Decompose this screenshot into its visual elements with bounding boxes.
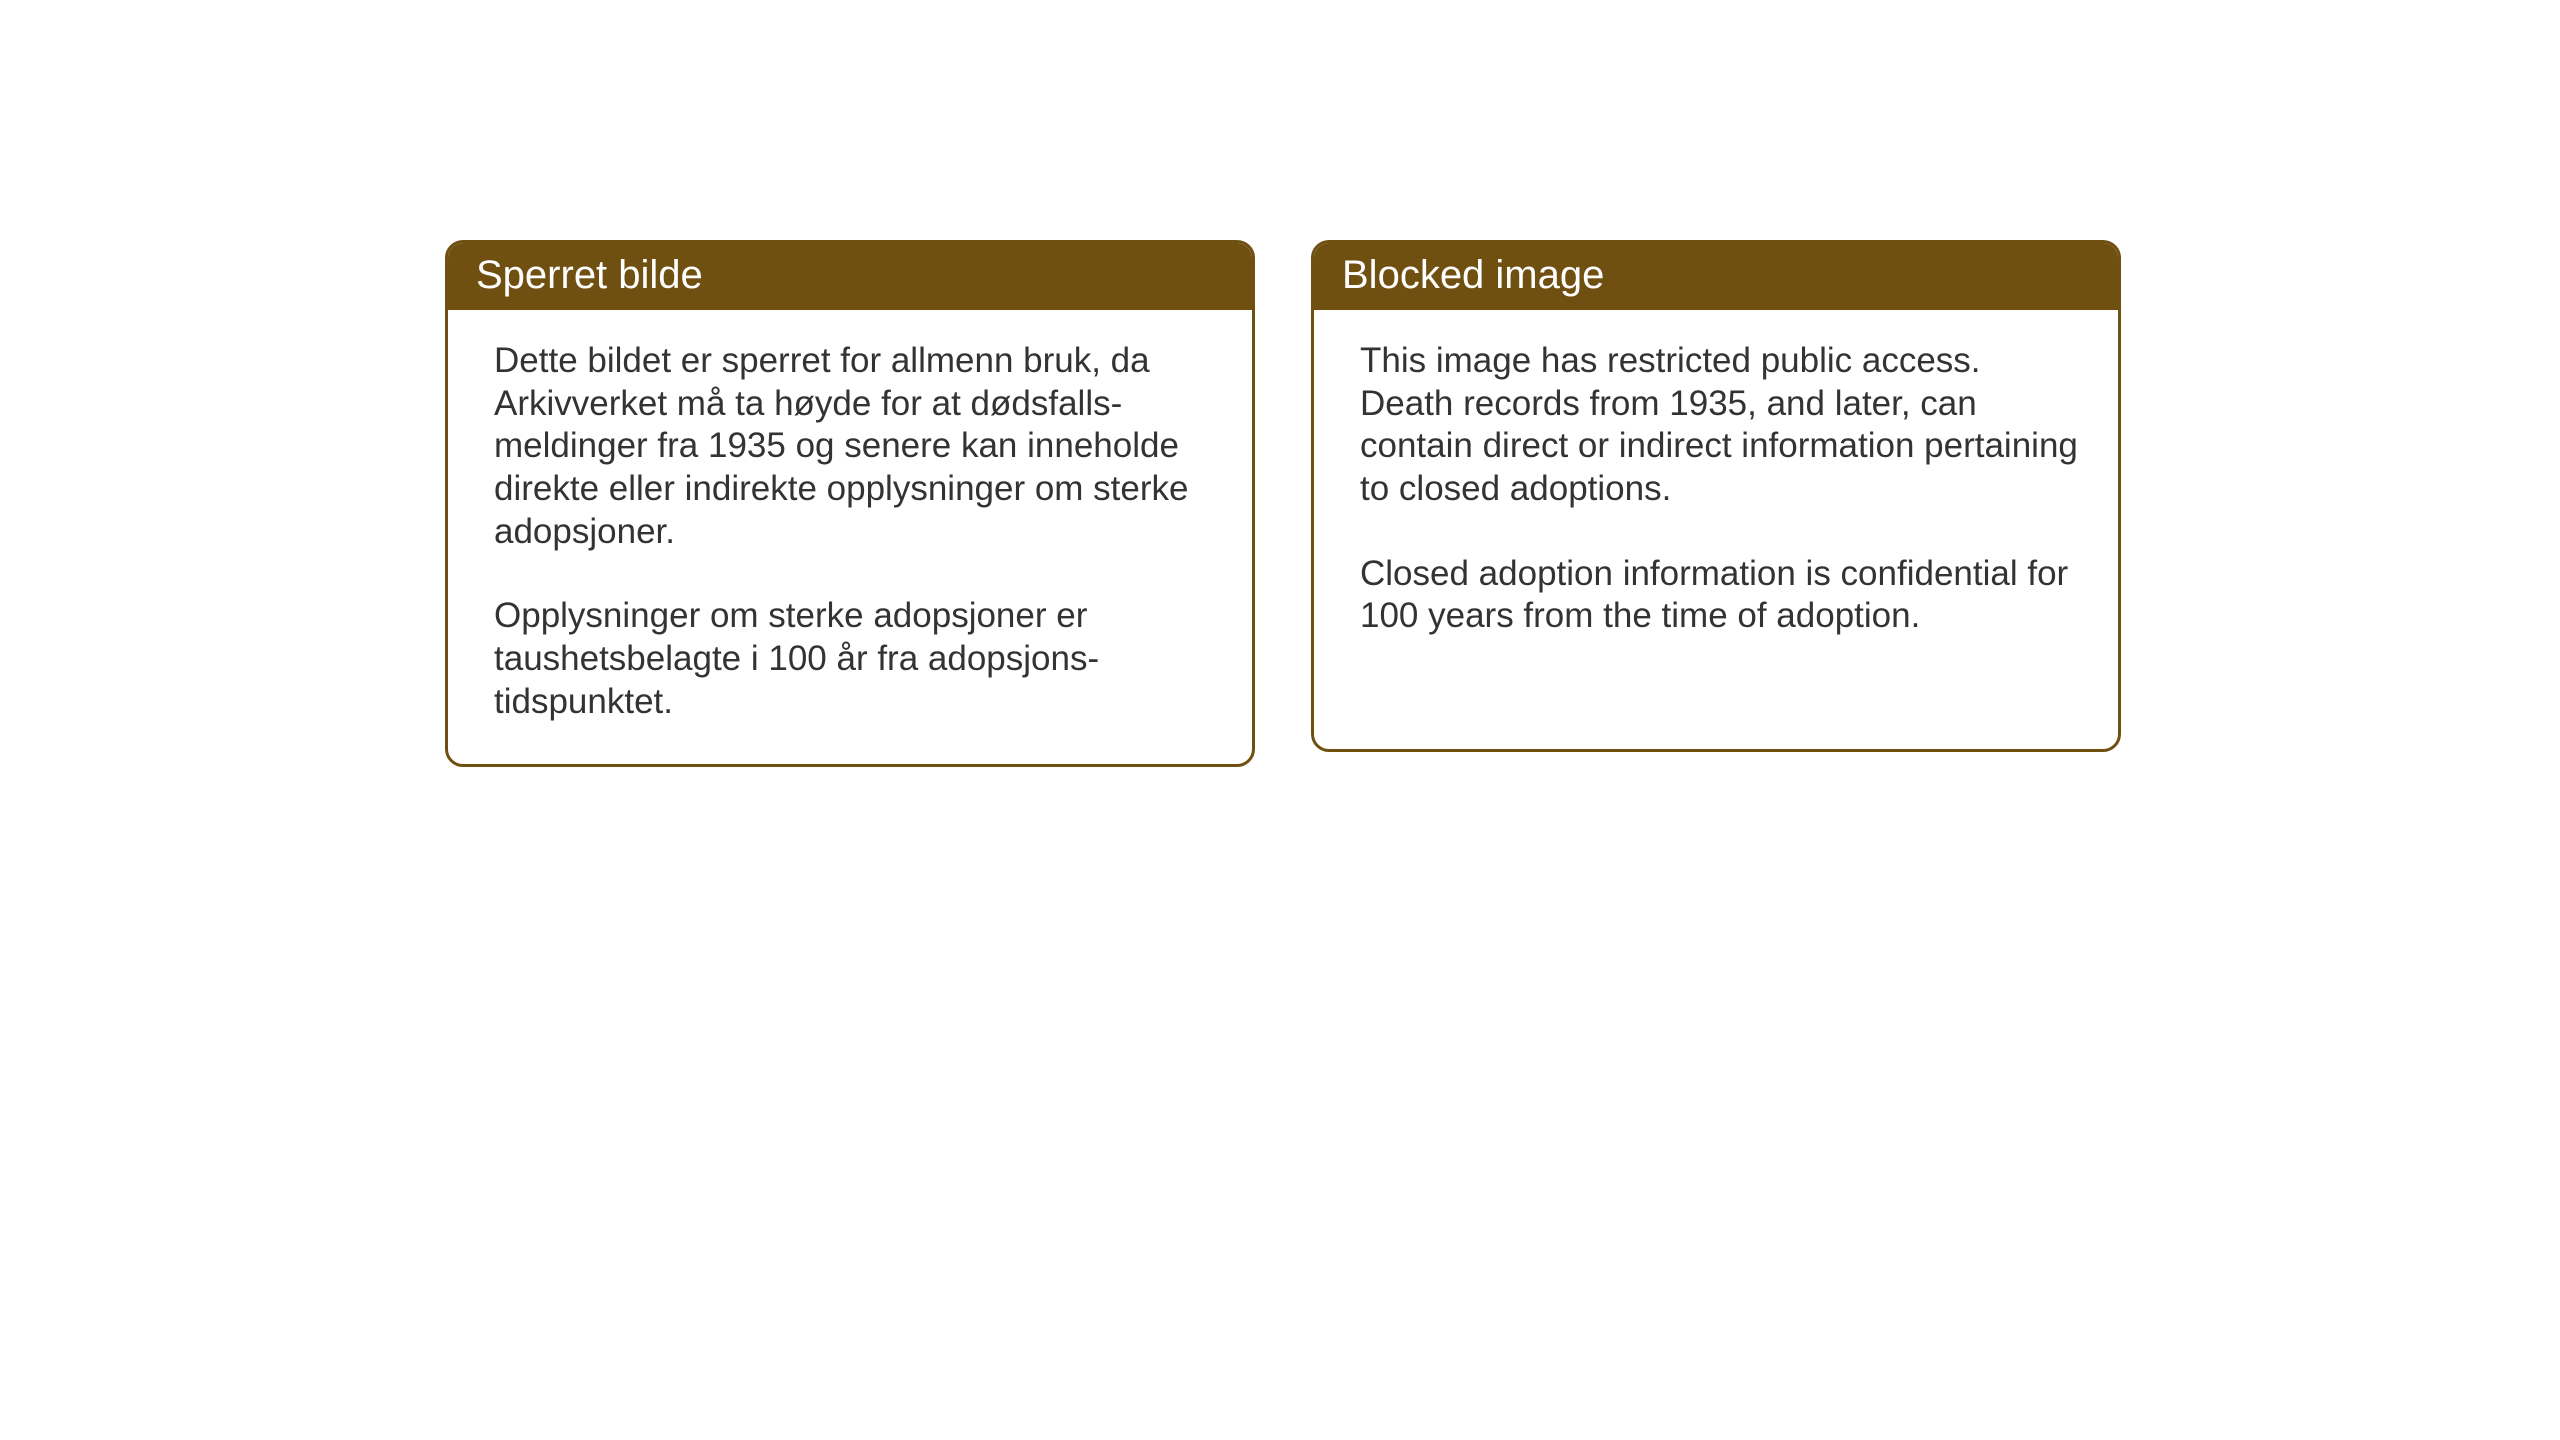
info-boxes-container: Sperret bilde Dette bildet er sperret fo… [0, 0, 2560, 767]
box-header-english: Blocked image [1314, 243, 2118, 310]
paragraph-2-english: Closed adoption information is confident… [1360, 553, 2078, 638]
box-body-english: This image has restricted public access.… [1314, 310, 2118, 678]
box-header-norwegian: Sperret bilde [448, 243, 1252, 310]
blocked-image-box-english: Blocked image This image has restricted … [1311, 240, 2121, 752]
paragraph-1-norwegian: Dette bildet er sperret for allmenn bruk… [494, 340, 1212, 553]
paragraph-2-norwegian: Opplysninger om sterke adopsjoner er tau… [494, 595, 1212, 723]
blocked-image-box-norwegian: Sperret bilde Dette bildet er sperret fo… [445, 240, 1255, 767]
paragraph-1-english: This image has restricted public access.… [1360, 340, 2078, 511]
box-body-norwegian: Dette bildet er sperret for allmenn bruk… [448, 310, 1252, 764]
